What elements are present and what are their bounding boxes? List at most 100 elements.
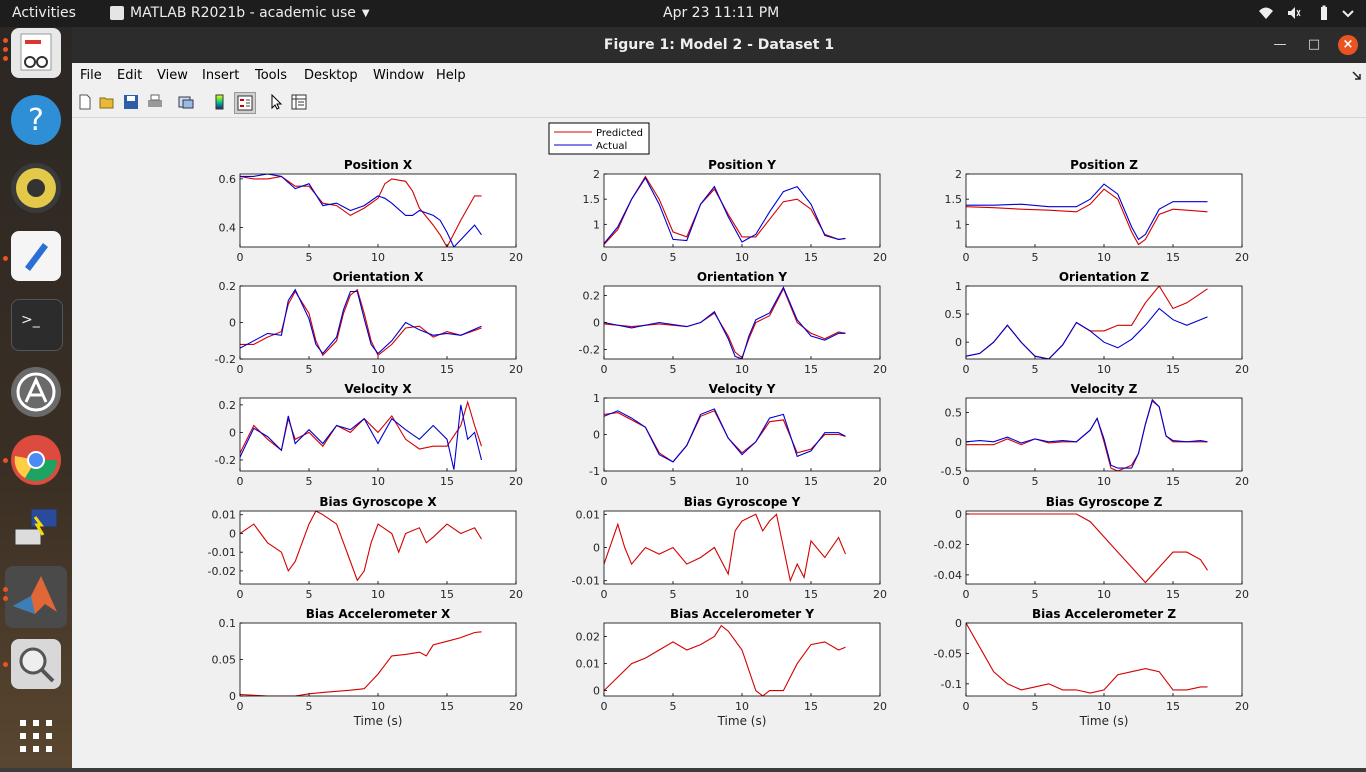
y-tick-label: 0.05: [212, 654, 237, 667]
save-icon[interactable]: [123, 94, 139, 110]
property-inspector-icon[interactable]: [291, 94, 307, 110]
volume-icon[interactable]: [1286, 5, 1302, 21]
network-app-icon[interactable]: [11, 503, 61, 553]
text-editor-icon[interactable]: [11, 231, 61, 281]
x-tick-label: 5: [306, 588, 313, 601]
subplot-position-y[interactable]: 0 5 10 15 20 2 1.5 1 Position Y: [583, 158, 888, 264]
x-tick-label: 10: [371, 363, 385, 376]
system-menu-icon[interactable]: [1340, 5, 1356, 21]
subplot-bias-gyroscope-x[interactable]: 0 5 10 15 20 0.01 0 -0.01 -0.02 Bias Gyroscope X: [208, 495, 523, 601]
x-tick-label: 10: [371, 475, 385, 488]
series-line-predicted: [240, 175, 482, 247]
close-button[interactable]: ×: [1338, 35, 1358, 55]
software-center-icon[interactable]: [11, 367, 61, 417]
y-tick-label: 0.5: [945, 407, 963, 420]
terminal-icon[interactable]: >_: [11, 299, 63, 351]
series-line-actual: [240, 174, 482, 247]
y-tick-label: 0.2: [219, 280, 237, 293]
subplot-bias-accelerometer-y[interactable]: 0 5 10 15 20 0.02 0.01 0 Bias Accelerometer Y Tim…: [576, 607, 888, 728]
y-tick-label: 0: [229, 690, 236, 703]
rhythmbox-icon[interactable]: [11, 163, 61, 213]
menu-window[interactable]: Window: [373, 68, 425, 83]
dock-figure-icon[interactable]: [1352, 71, 1362, 81]
y-tick-label: 0: [955, 508, 962, 521]
series-line-predicted: [966, 623, 1208, 694]
subplot-title: Position Z: [1070, 158, 1138, 172]
subplot-title: Position X: [344, 158, 413, 172]
series-line-predicted: [604, 513, 847, 583]
x-tick-label: 5: [670, 700, 677, 713]
y-tick-label: 1: [593, 392, 600, 405]
dock: ? >_: [0, 27, 72, 768]
x-tick-label: 20: [509, 363, 523, 376]
x-tick-label: 20: [509, 251, 523, 264]
series-line-predicted: [240, 631, 482, 696]
print-icon[interactable]: [147, 94, 163, 110]
matlab-dock-icon[interactable]: [5, 566, 67, 628]
menu-desktop[interactable]: Desktop: [304, 68, 358, 83]
x-tick-label: 5: [670, 588, 677, 601]
show-apps-icon[interactable]: [11, 713, 61, 763]
activities-button[interactable]: Activities: [12, 5, 76, 21]
clock[interactable]: Apr 23 11:11 PM: [663, 5, 780, 21]
subplot-position-x[interactable]: 0 5 10 15 20 0.6 0.4 Position X: [219, 158, 524, 264]
y-tick-label: 1: [955, 218, 962, 231]
new-figure-icon[interactable]: [77, 94, 93, 110]
svg-text:>_: >_: [21, 312, 41, 328]
document-viewer-icon[interactable]: [11, 28, 61, 78]
minimize-button[interactable]: —: [1273, 37, 1287, 52]
help-icon[interactable]: ?: [11, 95, 61, 145]
subplot-bias-accelerometer-z[interactable]: 0 5 10 15 20 0 -0.05 -0.1 Bias Accelerometer Z Ti…: [934, 607, 1249, 728]
title-bar[interactable]: Figure 1: Model 2 - Dataset 1 — □ ×: [72, 27, 1366, 63]
x-tick-label: 15: [804, 251, 818, 264]
legend[interactable]: Predicted Actual: [548, 122, 650, 155]
x-tick-label: 20: [873, 475, 887, 488]
battery-icon[interactable]: [1316, 5, 1332, 21]
wifi-icon[interactable]: [1258, 5, 1274, 21]
x-tick-label: 15: [1166, 251, 1180, 264]
link-plot-icon[interactable]: [178, 94, 194, 110]
maximize-button[interactable]: □: [1307, 37, 1321, 52]
subplot-position-z[interactable]: 0 5 10 15 20 2 1.5 1 Position Z: [945, 158, 1250, 264]
x-tick-label: 0: [601, 251, 608, 264]
x-tick-label: 20: [509, 588, 523, 601]
menu-file[interactable]: File: [80, 68, 102, 83]
x-tick-label: 20: [509, 475, 523, 488]
x-tick-label: 10: [735, 363, 749, 376]
insert-colorbar-icon[interactable]: [212, 94, 228, 110]
y-tick-label: -0.2: [215, 353, 236, 366]
subplot-bias-gyroscope-z[interactable]: 0 5 10 15 20 0 -0.02 -0.04 Bias Gyroscope Z: [934, 495, 1249, 601]
image-viewer-icon[interactable]: [11, 639, 61, 689]
y-tick-label: -0.05: [934, 647, 962, 660]
chrome-icon[interactable]: [11, 435, 61, 485]
menu-view[interactable]: View: [157, 68, 188, 83]
menu-tools[interactable]: Tools: [255, 68, 288, 83]
axes-background: [604, 511, 880, 584]
subplot-orientation-z[interactable]: 0 5 10 15 20 1 0.5 0 Orientation Z: [945, 270, 1250, 376]
y-tick-label: -1: [589, 465, 600, 478]
x-tick-label: 5: [1032, 363, 1039, 376]
menu-insert[interactable]: Insert: [202, 68, 240, 83]
open-file-icon[interactable]: [99, 94, 115, 110]
subplot-bias-accelerometer-x[interactable]: 0 5 10 15 20 0.1 0.05 0 Bias Accelerometer X Time…: [212, 607, 524, 728]
menu-edit[interactable]: Edit: [117, 68, 143, 83]
x-tick-label: 15: [804, 363, 818, 376]
subplot-title: Bias Accelerometer Y: [670, 607, 814, 621]
x-tick-label: 5: [1032, 251, 1039, 264]
subplot-title: Bias Accelerometer Z: [1032, 607, 1176, 621]
insert-legend-icon[interactable]: [234, 92, 256, 114]
edit-plot-icon[interactable]: [268, 94, 284, 110]
menu-help[interactable]: Help: [436, 68, 466, 83]
axes-background: [604, 623, 880, 696]
x-tick-label: 5: [306, 251, 313, 264]
app-menu[interactable]: MATLAB R2021b - academic use ▼: [110, 5, 370, 21]
y-tick-label: 1.5: [583, 193, 601, 206]
x-tick-label: 5: [670, 251, 677, 264]
